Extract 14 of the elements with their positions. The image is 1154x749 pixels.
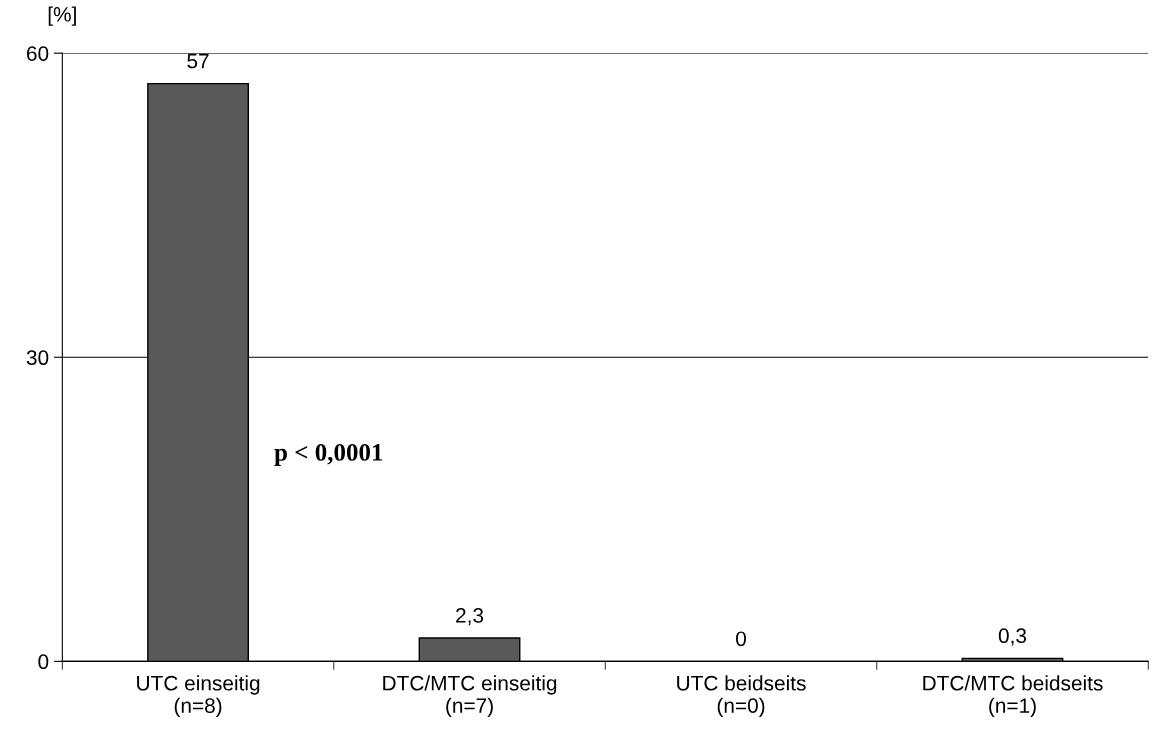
- data-label: 0,3: [998, 628, 1027, 646]
- y-tick-label: 0: [38, 654, 49, 670]
- x-tick-label: DTC/MTC beidseits (n=1): [923, 675, 1103, 718]
- y-axis-title: [%]: [48, 6, 76, 26]
- bar: [418, 637, 521, 662]
- x-tick-label: UTC beidseits (n=0): [677, 675, 806, 718]
- y-tick-label: 30: [26, 350, 49, 366]
- data-label: 2,3: [456, 608, 484, 626]
- annotation: p < 0,0001: [274, 443, 383, 466]
- data-label: 57: [187, 53, 209, 69]
- y-tick-label: 60: [27, 46, 49, 61]
- x-tick-label: UTC einseitig (n=8): [137, 675, 260, 718]
- x-tick-label: DTC/MTC einseitig (n=7): [383, 675, 557, 718]
- data-label: 0: [736, 631, 746, 647]
